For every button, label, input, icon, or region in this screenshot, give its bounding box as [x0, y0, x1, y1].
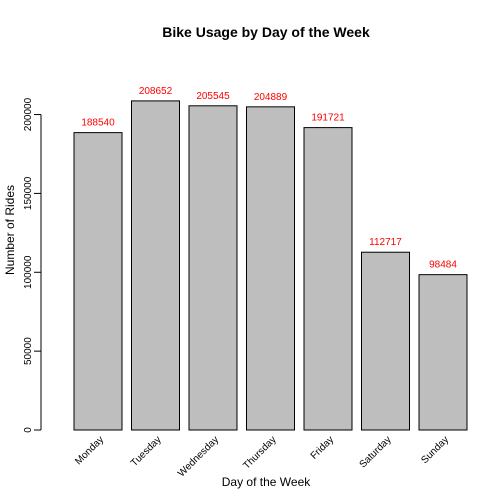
x-axis-label: Day of the Week — [222, 475, 311, 489]
y-tick-label-0: 0 — [23, 427, 34, 433]
data-label-thursday: 204889 — [254, 92, 288, 103]
data-label-sunday: 98484 — [429, 260, 457, 271]
data-label-friday: 191721 — [311, 113, 345, 124]
x-tick-label-sunday: Sunday — [419, 434, 451, 466]
x-tick-label-wednesday: Wednesday — [176, 434, 221, 479]
y-axis-label: Number of Rides — [3, 185, 17, 275]
x-tick-label-tuesday: Tuesday — [129, 434, 164, 469]
y-tick-label-150000: 150000 — [23, 176, 34, 210]
y-axis: 0 50000 100000 150000 200000 — [23, 97, 42, 433]
data-label-monday: 188540 — [81, 118, 115, 129]
bars-layer — [73, 100, 468, 431]
bar-friday — [303, 127, 353, 431]
bar-saturday — [361, 251, 410, 431]
y-tick-label-100000: 100000 — [23, 255, 34, 289]
x-tick-label-thursday: Thursday — [241, 434, 278, 471]
data-label-saturday: 112717 — [369, 237, 402, 248]
chart-title: Bike Usage by Day of the Week — [162, 24, 370, 40]
data-labels-layer: 188540 208652 205545 204889 191721 112717 9848… — [81, 86, 457, 271]
data-label-wednesday: 205545 — [196, 91, 230, 102]
bar-thursday — [246, 106, 295, 431]
data-label-tuesday: 208652 — [139, 86, 173, 97]
bar-tuesday — [131, 100, 180, 431]
bar-monday — [73, 132, 123, 431]
y-tick-label-50000: 50000 — [23, 337, 34, 365]
x-tick-label-monday: Monday — [73, 434, 106, 467]
x-tick-label-friday: Friday — [309, 434, 336, 461]
y-tick-label-200000: 200000 — [23, 97, 34, 131]
bar-sunday — [418, 274, 468, 431]
x-axis: Monday Tuesday Wednesday Thursday Friday Satu… — [73, 434, 451, 479]
bar-wednesday — [188, 105, 238, 431]
x-tick-label-saturday: Saturday — [358, 434, 394, 470]
